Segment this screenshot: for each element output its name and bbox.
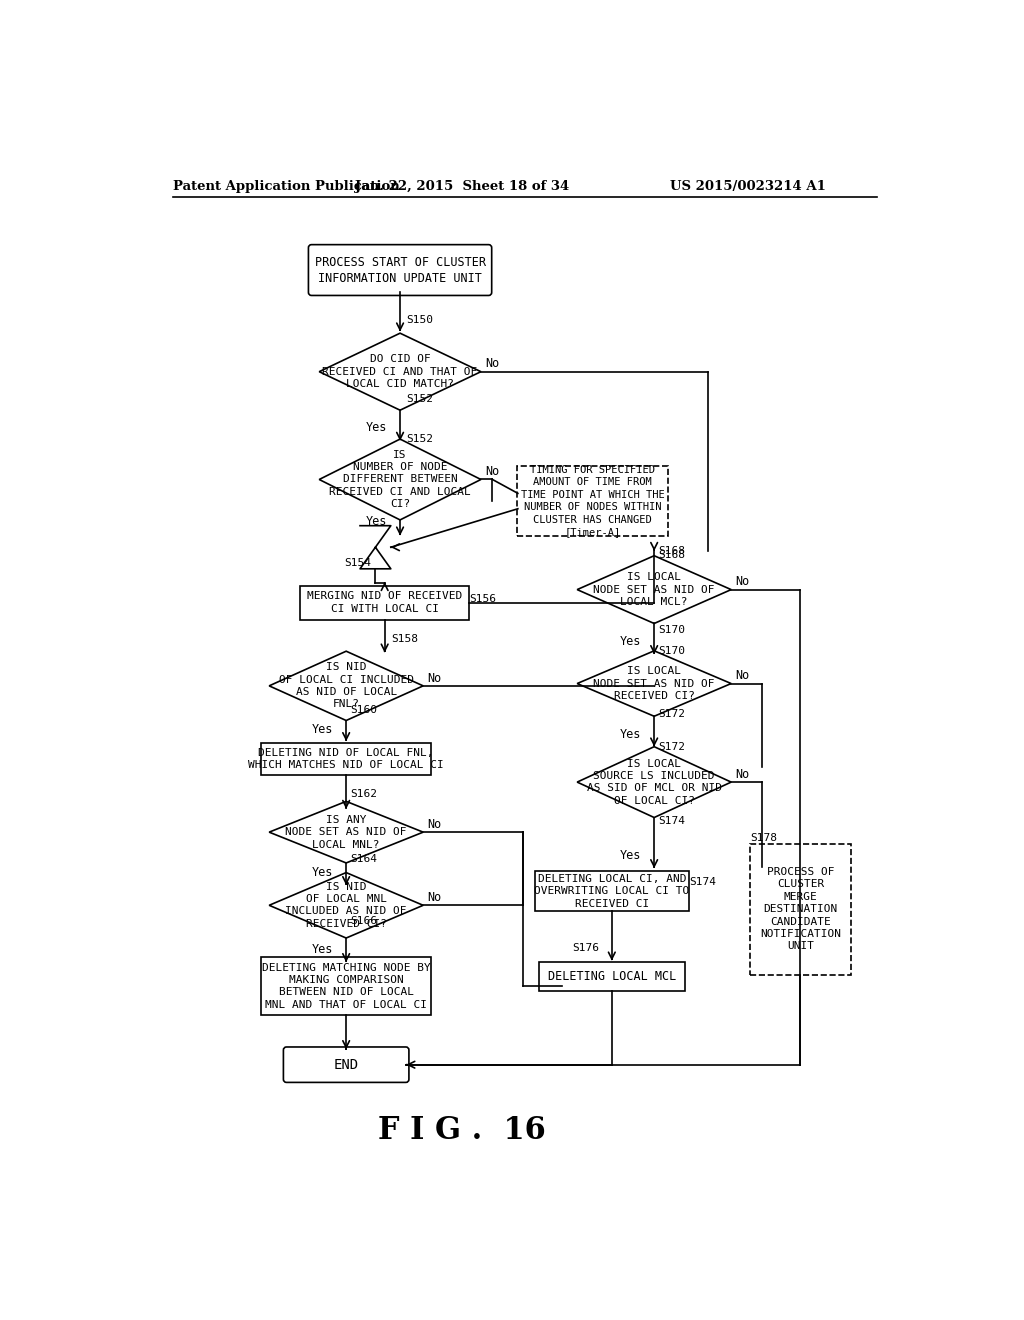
Text: No: No [484, 465, 499, 478]
Text: DELETING LOCAL MCL: DELETING LOCAL MCL [548, 970, 676, 982]
Text: F I G .  16: F I G . 16 [378, 1114, 546, 1146]
Bar [517, 466, 668, 536]
Bar [300, 586, 469, 619]
Text: Yes: Yes [311, 723, 333, 737]
Text: Yes: Yes [311, 944, 333, 957]
Text: DELETING LOCAL CI, AND
OVERWRITING LOCAL CI TO
RECEIVED CI: DELETING LOCAL CI, AND OVERWRITING LOCAL… [535, 874, 689, 909]
Polygon shape [578, 556, 731, 623]
Text: S152: S152 [407, 434, 433, 445]
Bar [261, 957, 431, 1015]
Text: S172: S172 [658, 742, 685, 751]
Text: No: No [427, 672, 441, 685]
Bar [539, 961, 685, 991]
Text: S164: S164 [350, 854, 377, 865]
Text: Yes: Yes [620, 727, 641, 741]
Text: S178: S178 [751, 833, 777, 843]
Text: S166: S166 [350, 916, 377, 925]
Text: IS
NUMBER OF NODE
DIFFERENT BETWEEN
RECEIVED CI AND LOCAL
CI?: IS NUMBER OF NODE DIFFERENT BETWEEN RECE… [329, 450, 471, 510]
Text: IS LOCAL
NODE SET AS NID OF
RECEIVED CI?: IS LOCAL NODE SET AS NID OF RECEIVED CI? [594, 667, 715, 701]
FancyBboxPatch shape [308, 244, 492, 296]
Text: S168: S168 [658, 550, 685, 560]
Text: No: No [427, 891, 441, 904]
Bar [261, 743, 431, 775]
Text: PROCESS OF
CLUSTER
MERGE
DESTINATION
CANDIDATE
NOTIFICATION
UNIT: PROCESS OF CLUSTER MERGE DESTINATION CAN… [760, 867, 841, 952]
Text: IS NID
OF LOCAL MNL
INCLUDED AS NID OF
RECEIVED CI?: IS NID OF LOCAL MNL INCLUDED AS NID OF R… [286, 882, 407, 929]
Text: US 2015/0023214 A1: US 2015/0023214 A1 [670, 181, 825, 194]
Text: No: No [735, 669, 750, 682]
Text: No: No [735, 576, 750, 589]
Text: S172: S172 [658, 709, 685, 719]
Text: IS LOCAL
SOURCE LS INCLUDED
AS SID OF MCL OR NID
OF LOCAL CI?: IS LOCAL SOURCE LS INCLUDED AS SID OF MC… [587, 759, 722, 805]
Text: S174: S174 [658, 816, 685, 825]
Text: S170: S170 [658, 624, 685, 635]
Text: Yes: Yes [620, 635, 641, 648]
Text: S170: S170 [658, 647, 685, 656]
Bar [751, 843, 851, 974]
Text: S160: S160 [350, 705, 377, 715]
Text: DELETING NID OF LOCAL FNL,
WHICH MATCHES NID OF LOCAL CI: DELETING NID OF LOCAL FNL, WHICH MATCHES… [248, 748, 444, 770]
Polygon shape [319, 440, 481, 520]
Text: END: END [334, 1057, 358, 1072]
Text: Patent Application Publication: Patent Application Publication [173, 181, 399, 194]
Text: S174: S174 [689, 878, 716, 887]
Text: No: No [735, 768, 750, 781]
Text: No: No [484, 358, 499, 371]
Text: S154: S154 [345, 557, 372, 568]
Text: MERGING NID OF RECEIVED
CI WITH LOCAL CI: MERGING NID OF RECEIVED CI WITH LOCAL CI [307, 591, 462, 614]
Text: Yes: Yes [311, 866, 333, 879]
Polygon shape [578, 651, 731, 717]
Text: Yes: Yes [366, 421, 387, 434]
Text: No: No [427, 818, 441, 832]
Text: IS LOCAL
NODE SET AS NID OF
LOCAL MCL?: IS LOCAL NODE SET AS NID OF LOCAL MCL? [594, 572, 715, 607]
Text: S176: S176 [571, 944, 599, 953]
Text: DO CID OF
RECEIVED CI AND THAT OF
LOCAL CID MATCH?: DO CID OF RECEIVED CI AND THAT OF LOCAL … [323, 354, 477, 389]
Text: S162: S162 [350, 789, 377, 800]
Text: Yes: Yes [620, 849, 641, 862]
Polygon shape [578, 747, 731, 817]
Polygon shape [269, 651, 423, 721]
Bar [535, 871, 689, 911]
Text: TIMING FOR SPECIFIED
AMOUNT OF TIME FROM
TIME POINT AT WHICH THE
NUMBER OF NODES: TIMING FOR SPECIFIED AMOUNT OF TIME FROM… [520, 465, 665, 537]
Polygon shape [319, 333, 481, 411]
Text: IS ANY
NODE SET AS NID OF
LOCAL MNL?: IS ANY NODE SET AS NID OF LOCAL MNL? [286, 814, 407, 850]
Text: DELETING MATCHING NODE BY
MAKING COMPARISON
BETWEEN NID OF LOCAL
MNL AND THAT OF: DELETING MATCHING NODE BY MAKING COMPARI… [262, 962, 430, 1010]
Text: S168: S168 [658, 546, 685, 556]
Text: S150: S150 [407, 315, 433, 325]
Text: S152: S152 [407, 393, 433, 404]
FancyBboxPatch shape [284, 1047, 409, 1082]
Text: S156: S156 [469, 594, 497, 603]
Polygon shape [269, 801, 423, 863]
Text: Jan. 22, 2015  Sheet 18 of 34: Jan. 22, 2015 Sheet 18 of 34 [354, 181, 568, 194]
Polygon shape [269, 873, 423, 939]
Text: S158: S158 [391, 634, 418, 644]
Text: PROCESS START OF CLUSTER
INFORMATION UPDATE UNIT: PROCESS START OF CLUSTER INFORMATION UPD… [314, 256, 485, 285]
Text: Yes: Yes [366, 515, 387, 528]
Text: IS NID
OF LOCAL CI INCLUDED
AS NID OF LOCAL
FNL?: IS NID OF LOCAL CI INCLUDED AS NID OF LO… [279, 663, 414, 709]
